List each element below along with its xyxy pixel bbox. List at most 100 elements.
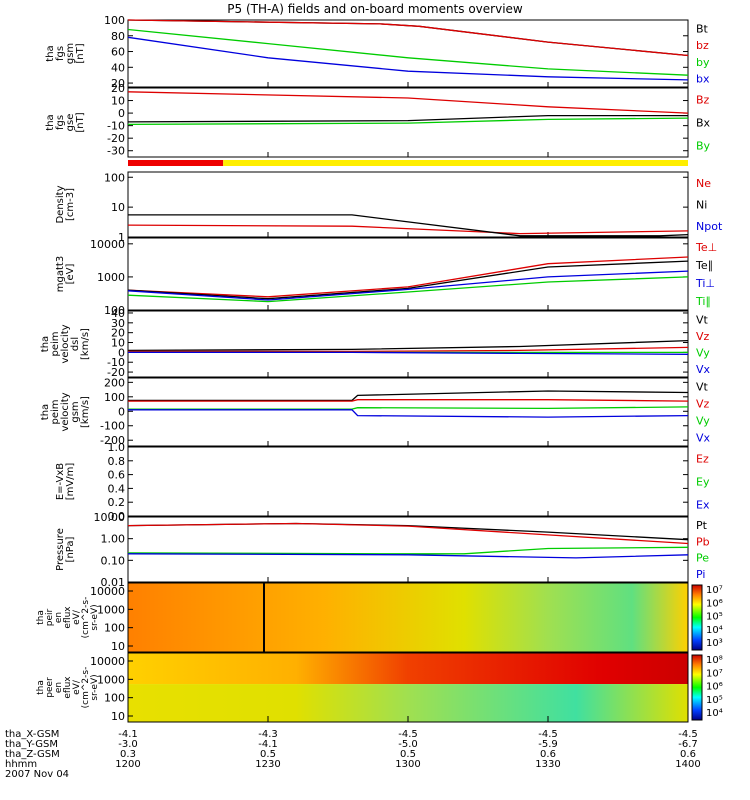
series-line-bz <box>127 19 689 57</box>
ephemeris-value: -6.7 <box>678 739 698 750</box>
legend-Ti∥: Ti∥ <box>695 295 711 308</box>
legend-Ti⊥: Ti⊥ <box>695 277 715 290</box>
y-tick-label: 0 <box>118 346 125 359</box>
series-line-by <box>127 28 689 76</box>
panel-ylabel: fgs <box>55 115 66 130</box>
series-line-Vx <box>128 409 689 418</box>
y-tick-label: 10.00 <box>94 511 126 524</box>
spectrogram-image <box>128 583 688 652</box>
legend-Vt: Vt <box>696 313 709 326</box>
legend-Vx: Vx <box>696 363 711 376</box>
series-line-Pb <box>127 522 689 545</box>
series-line-Vx <box>128 351 689 355</box>
panel-ylabel: peim <box>50 399 61 424</box>
legend-Pe: Pe <box>696 552 709 565</box>
colorbar-tick-label: 10³ <box>706 638 723 649</box>
y-tick-label: 10000 <box>90 238 125 251</box>
y-tick-label: 60 <box>111 46 125 59</box>
colorbar-tick-label: 10⁶ <box>706 682 723 693</box>
y-tick-label: 20 <box>111 327 125 340</box>
panel-ylabel: [km/s] <box>80 396 91 428</box>
y-tick-label: 10 <box>111 95 125 108</box>
ephemeris-value: 1300 <box>395 759 420 770</box>
ephemeris-value: -3.0 <box>118 739 138 750</box>
ephemeris-value: -4.3 <box>258 729 278 740</box>
ephemeris-value: -4.5 <box>678 729 698 740</box>
series-line-Vt <box>128 390 689 402</box>
y-tick-label: 0.4 <box>108 482 126 495</box>
panel-ylabel: [km/s] <box>80 328 91 360</box>
panel-ylabel: mgatt3 <box>55 256 66 292</box>
panel-ylabel: tha <box>45 114 56 130</box>
y-tick-label: 10 <box>111 640 125 653</box>
legend-Vy: Vy <box>696 415 710 428</box>
colorbar <box>691 654 703 721</box>
date-label: 2007 Nov 04 <box>5 769 69 780</box>
ephemeris-value: 1200 <box>115 759 140 770</box>
ephemeris-value: 1400 <box>675 759 700 770</box>
panel-ylabel: (cm^2-s- <box>81 597 91 639</box>
y-tick-label: 0.01 <box>101 576 126 589</box>
y-tick-label: 0.0 <box>108 510 126 523</box>
legend-Ex: Ex <box>696 499 710 512</box>
y-tick-label: -30 <box>107 145 125 158</box>
y-tick-label: 0.10 <box>101 554 126 567</box>
y-tick-label: 100 <box>104 622 125 635</box>
y-tick-label: 10 <box>111 710 125 723</box>
y-tick-label: 0.8 <box>108 455 126 468</box>
panel-ylabel: en <box>54 612 64 623</box>
panel-ylabel: [nT] <box>75 43 86 63</box>
spectrogram-image <box>128 684 688 722</box>
ephemeris-value: 0.3 <box>120 749 136 760</box>
legend-Vz: Vz <box>696 330 710 343</box>
panel-ylabel: eV/ <box>72 679 82 695</box>
series-line-By <box>127 117 689 126</box>
panel-ylabel: tha <box>36 680 46 695</box>
y-tick-label: 1.0 <box>108 441 126 454</box>
ephemeris-value: 1230 <box>255 759 280 770</box>
series-line-Vt <box>127 339 689 352</box>
legend-Bx: Bx <box>696 117 711 130</box>
panel-ylabel: [nPa] <box>65 536 76 562</box>
y-tick-label: 1.00 <box>101 533 126 546</box>
legend-by: by <box>696 56 710 69</box>
panel-ylabel: [mV/m] <box>65 463 76 501</box>
ephemeris-value: -4.1 <box>258 739 278 750</box>
chart-title: P5 (TH-A) fields and on-board moments ov… <box>227 2 523 16</box>
y-tick-label: 200 <box>104 376 125 389</box>
legend-Te⊥: Te⊥ <box>695 241 717 254</box>
legend-Vt: Vt <box>696 381 709 394</box>
y-tick-label: 1000 <box>97 271 125 284</box>
ephemeris-value: 0.6 <box>680 749 696 760</box>
y-tick-label: 100 <box>104 692 125 705</box>
panel-ylabel: tha <box>36 610 46 625</box>
legend-Bz: Bz <box>696 94 710 107</box>
panel-ylabel: tha <box>45 45 56 61</box>
legend-Bt: Bt <box>696 22 709 35</box>
colorbar-tick-label: 10⁴ <box>706 625 723 636</box>
ephemeris-value: -4.1 <box>118 729 138 740</box>
legend-Ey: Ey <box>696 476 710 489</box>
y-tick-label: 10 <box>111 337 125 350</box>
panel-ylabel: [nT] <box>75 112 86 132</box>
panel-ylabel: eflux <box>63 606 73 629</box>
series-line-Bx <box>127 114 688 123</box>
panel-ylabel: sr-eV) <box>90 604 100 630</box>
mode-bar-segment <box>223 160 688 166</box>
series-line-Pi <box>127 553 689 559</box>
panel-frame <box>127 446 689 517</box>
y-tick-label: -100 <box>100 420 125 433</box>
legend-Npot: Npot <box>696 220 723 233</box>
series-line-Pe <box>127 546 689 555</box>
ephemeris-label: hhmm <box>5 759 37 770</box>
legend-By: By <box>696 140 711 153</box>
series-line-Ti∥ <box>127 276 689 303</box>
y-tick-label: 1 <box>118 231 125 244</box>
ephemeris-value: -4.5 <box>398 729 418 740</box>
y-tick-label: -10 <box>107 120 125 133</box>
ephemeris-value: 0.5 <box>260 749 276 760</box>
legend-bx: bx <box>696 73 710 86</box>
panel-ylabel: (cm^2-s- <box>81 667 91 709</box>
legend-Pi: Pi <box>696 568 705 581</box>
